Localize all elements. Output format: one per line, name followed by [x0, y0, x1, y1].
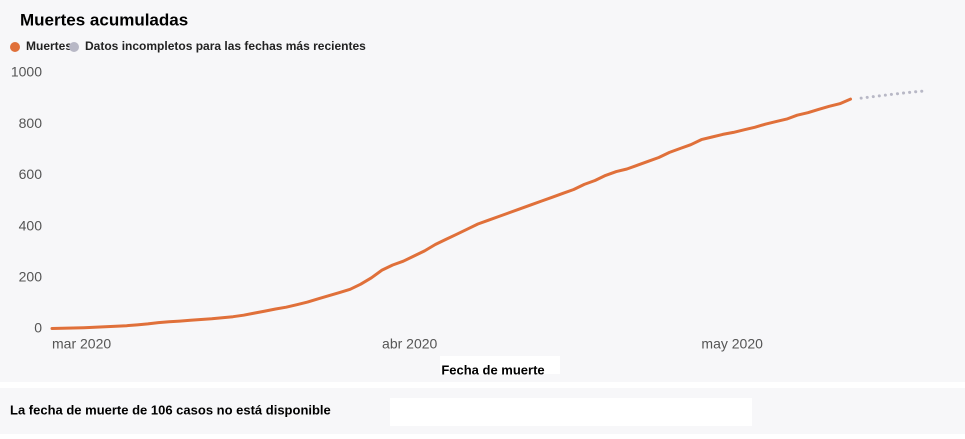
y-tick-label: 200 [19, 269, 43, 285]
series-line [50, 97, 852, 330]
chart-title: Muertes acumuladas [20, 10, 188, 29]
note: La fecha de muerte de 106 casos no está … [10, 402, 331, 417]
y-tick-label: 1000 [11, 64, 42, 80]
legend-label: Datos incompletos para las fechas más re… [85, 39, 366, 53]
x-axis-label: Fecha de muerte [441, 362, 544, 377]
x-tick-label: mar 2020 [52, 336, 111, 352]
x-tick-label: abr 2020 [382, 336, 437, 352]
chart-panel [0, 0, 965, 382]
y-tick-label: 0 [34, 320, 42, 336]
legend-marker [69, 42, 80, 52]
y-tick-label: 400 [19, 217, 43, 233]
y-tick-label: 600 [19, 166, 43, 182]
x-tick-label: may 2020 [701, 336, 763, 352]
y-tick-label: 800 [19, 115, 43, 131]
series-line [859, 89, 927, 100]
legend-marker [10, 42, 20, 52]
blank-box [440, 356, 560, 374]
blank-box [390, 398, 752, 426]
legend-label: Muertes [26, 39, 72, 53]
